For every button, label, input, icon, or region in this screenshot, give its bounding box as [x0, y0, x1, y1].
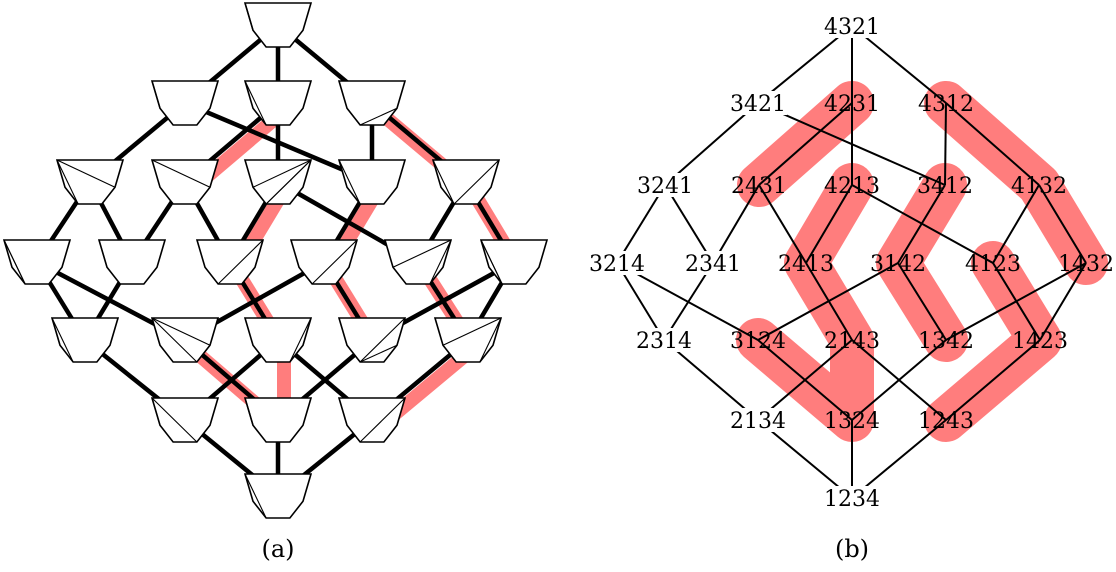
node-label-4321: 4321 — [824, 15, 880, 40]
node-label-2314: 2314 — [636, 329, 692, 354]
panel-b-permutation-lattice: 4321 3421 4231 4312 3241 2431 4213 3412 4132 3214… — [588, 14, 1114, 512]
label-bg-4321 — [823, 14, 881, 38]
polygon-node-1342 — [337, 317, 407, 363]
node-label-2431: 2431 — [731, 174, 787, 199]
node-label-2134: 2134 — [730, 409, 786, 434]
polygon-node-1243 — [337, 397, 407, 443]
node-label-3142: 3142 — [870, 252, 926, 277]
edge-b-2431-2341 — [712, 184, 760, 264]
polygon-node-1234 — [243, 473, 313, 519]
polygon-node-3214 — [2, 239, 72, 285]
edge-b-4132-1432 — [1038, 184, 1087, 264]
polygon-node-3412 — [337, 159, 407, 205]
label-bg-1234 — [823, 486, 881, 510]
label-bg-3241 — [636, 173, 694, 197]
edge-b-1423-1243 — [945, 339, 1041, 421]
node-label-4213: 4213 — [824, 174, 880, 199]
polygon-node-2341 — [97, 239, 167, 285]
edge-b-3421-3241 — [664, 102, 759, 186]
edge-b-2341-2314 — [663, 262, 714, 341]
label-bg-2134 — [729, 408, 787, 432]
polygon-node-4132 — [431, 159, 501, 205]
edge-b-4321-3421 — [757, 25, 853, 104]
edge-b-1432-1423 — [1039, 262, 1087, 341]
edge-b-3142-1342 — [897, 262, 947, 341]
edge-b-2134-1234 — [757, 419, 853, 499]
edge-b-2314-2134 — [663, 339, 759, 421]
edge-b-4132-4123 — [992, 184, 1040, 264]
polygon-node-2314 — [50, 317, 120, 363]
node-label-1432: 1432 — [1058, 252, 1114, 277]
polygon-node-2143 — [243, 317, 313, 363]
node-label-1243: 1243 — [918, 409, 974, 434]
node-label-4132: 4132 — [1011, 174, 1067, 199]
caption-a: (a) — [261, 535, 294, 563]
polygon-node-3241 — [55, 159, 125, 205]
highlight-path-b-3 — [736, 163, 874, 442]
edge-b-2431-2413 — [758, 184, 807, 264]
node-label-4123: 4123 — [965, 252, 1021, 277]
label-bg-3421 — [729, 91, 787, 115]
polygon-node-4312 — [337, 80, 407, 126]
node-label-4312: 4312 — [918, 92, 974, 117]
label-bg-2314 — [635, 328, 693, 352]
edge-b-4312-3412 — [944, 102, 947, 186]
node-label-1423: 1423 — [1012, 329, 1068, 354]
panel-a-polygon-lattice — [2, 2, 549, 519]
node-label-3421: 3421 — [730, 92, 786, 117]
panel-b-edges — [616, 25, 1087, 499]
node-label-1324: 1324 — [824, 409, 880, 434]
polygon-node-2431 — [150, 159, 220, 205]
node-label-2341: 2341 — [685, 252, 741, 277]
polygon-node-1432 — [479, 239, 549, 285]
panel-a-nodes — [2, 2, 549, 519]
polygon-node-4213 — [243, 159, 313, 205]
edge-b-4213-2413 — [805, 184, 853, 264]
polygon-node-1423 — [433, 317, 503, 363]
node-label-4231: 4231 — [824, 92, 880, 117]
edge-b-3241-3214 — [616, 184, 666, 264]
edge-b-3214-2314 — [616, 262, 665, 341]
node-label-1234: 1234 — [824, 487, 880, 512]
polygon-node-4321 — [243, 2, 313, 48]
polygon-node-2413 — [195, 239, 265, 285]
edge-b-4312-4132 — [945, 102, 1040, 186]
panel-b-labels: 4321 3421 4231 4312 3241 2431 4213 3412 4132 3214… — [588, 14, 1114, 512]
edge-b-3412-3142 — [897, 184, 946, 264]
polygon-node-3124 — [150, 317, 220, 363]
node-label-3124: 3124 — [730, 329, 786, 354]
node-label-3214: 3214 — [589, 252, 645, 277]
edge-b-1342-1324 — [851, 339, 947, 421]
node-label-2143: 2143 — [824, 329, 880, 354]
polygon-node-3142 — [289, 239, 359, 285]
edge-b-2143-2134 — [757, 339, 853, 421]
edge-b-3241-2341 — [664, 184, 714, 264]
node-label-3412: 3412 — [917, 174, 973, 199]
polygon-node-3421 — [150, 80, 220, 126]
polygon-node-2134 — [150, 397, 220, 443]
label-bg-3214 — [588, 251, 646, 275]
polygon-node-4231 — [243, 80, 313, 126]
edge-b-3142-3124 — [757, 262, 899, 341]
node-label-1342: 1342 — [918, 329, 974, 354]
node-label-2413: 2413 — [778, 252, 834, 277]
polygon-node-1324 — [243, 397, 313, 443]
label-bg-2341 — [684, 251, 742, 275]
node-label-3241: 3241 — [637, 174, 693, 199]
edge-b-1432-1342 — [945, 262, 1087, 341]
edge-b-1243-1234 — [851, 419, 947, 499]
caption-b: (b) — [835, 535, 869, 563]
polygon-node-4123 — [383, 239, 453, 285]
edge-b-4231-2431 — [758, 102, 853, 186]
edge-b-4321-4312 — [851, 25, 947, 104]
